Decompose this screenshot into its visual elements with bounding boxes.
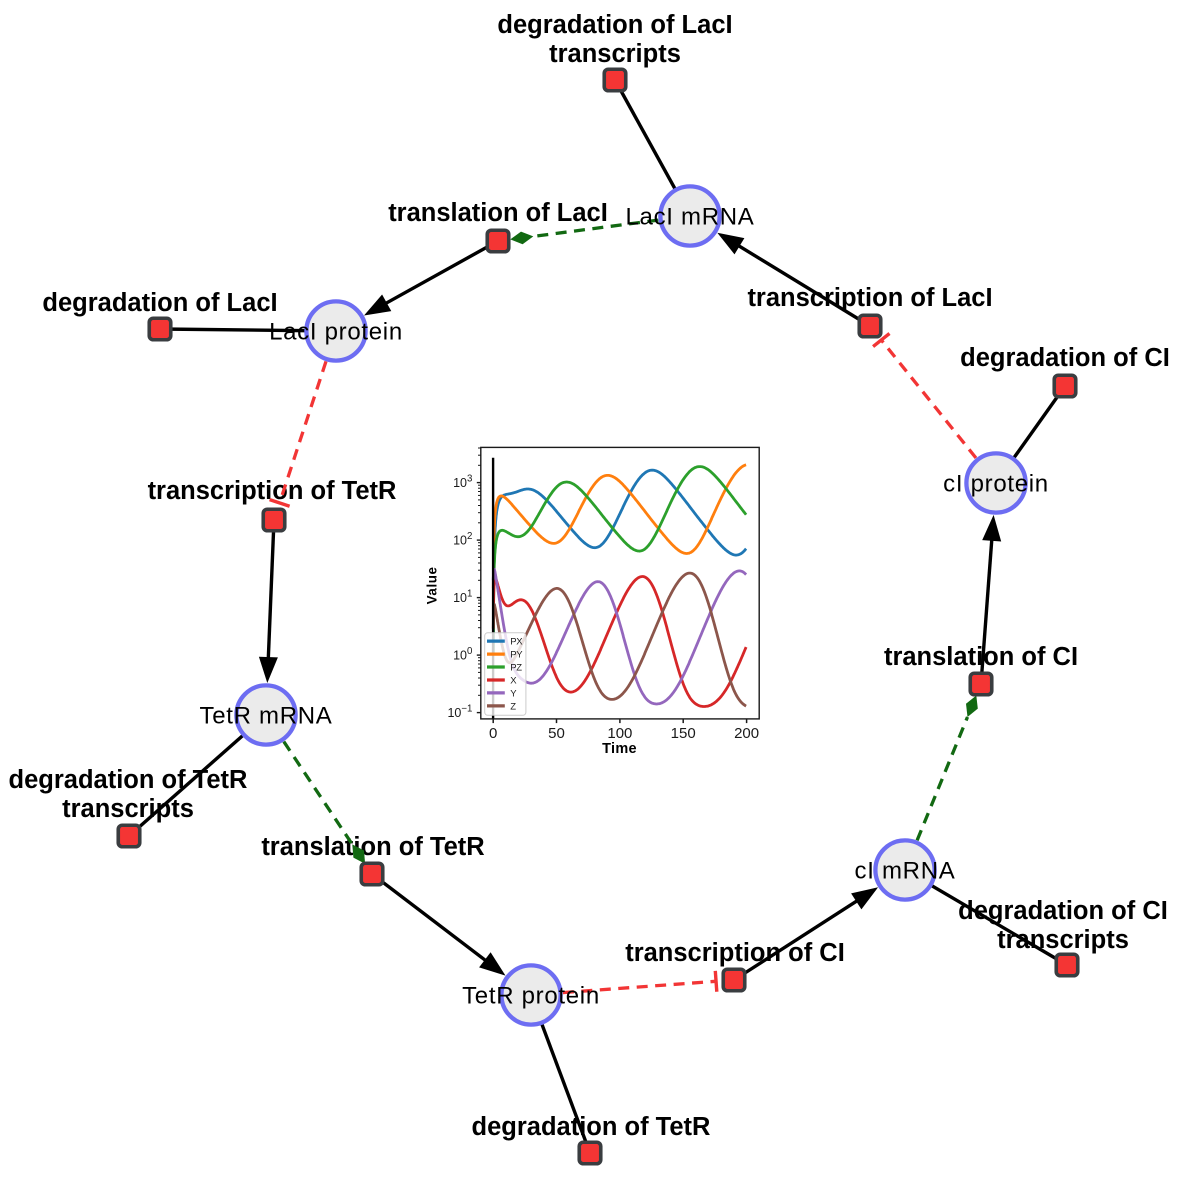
svg-text:TetR protein: TetR protein (462, 983, 600, 1010)
svg-text:cI mRNA: cI mRNA (855, 858, 956, 885)
svg-text:transcription of LacI: transcription of LacI (747, 284, 992, 312)
svg-text:translation of LacI: translation of LacI (388, 199, 608, 227)
svg-text:LacI mRNA: LacI mRNA (626, 204, 755, 231)
svg-text:Y: Y (510, 688, 517, 699)
svg-text:degradation of CI: degradation of CI (960, 344, 1170, 372)
svg-text:100: 100 (453, 646, 473, 662)
svg-text:degradation of TetR: degradation of TetR (472, 1113, 711, 1141)
svg-text:102: 102 (453, 531, 472, 547)
svg-text:50: 50 (548, 725, 565, 742)
svg-text:degradation of LacI: degradation of LacI (497, 11, 732, 39)
svg-text:Value: Value (424, 566, 439, 604)
svg-text:100: 100 (607, 725, 632, 742)
svg-text:cI protein: cI protein (943, 471, 1049, 498)
svg-text:transcripts: transcripts (997, 926, 1129, 954)
svg-text:10−1: 10−1 (447, 704, 472, 720)
svg-text:101: 101 (453, 589, 472, 605)
svg-text:transcription of CI: transcription of CI (625, 939, 845, 967)
svg-text:PX: PX (510, 637, 523, 648)
svg-text:translation of TetR: translation of TetR (261, 833, 484, 861)
svg-text:0: 0 (489, 725, 497, 742)
svg-text:Z: Z (510, 701, 516, 712)
svg-text:PZ: PZ (510, 662, 522, 673)
svg-text:150: 150 (671, 725, 696, 742)
svg-text:200: 200 (734, 725, 759, 742)
svg-text:LacI protein: LacI protein (269, 319, 403, 346)
svg-text:PY: PY (510, 650, 523, 661)
svg-text:TetR mRNA: TetR mRNA (200, 703, 333, 730)
svg-text:transcripts: transcripts (62, 795, 194, 823)
svg-text:transcripts: transcripts (549, 40, 681, 68)
svg-text:103: 103 (453, 474, 472, 490)
svg-text:X: X (510, 675, 517, 686)
svg-text:degradation of TetR: degradation of TetR (9, 766, 248, 794)
svg-text:Time: Time (602, 741, 637, 757)
svg-text:degradation of LacI: degradation of LacI (42, 289, 277, 317)
